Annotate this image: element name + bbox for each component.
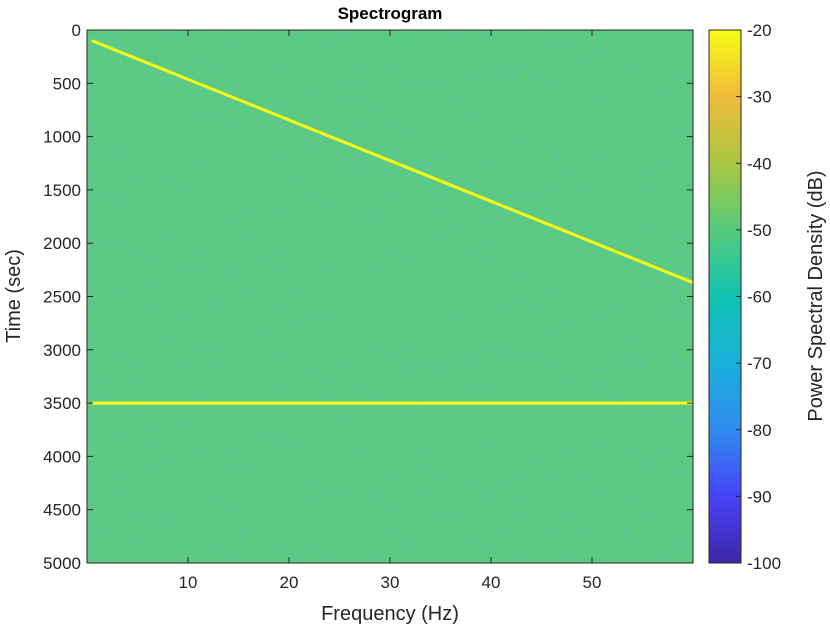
x-tick-label: 50 <box>583 573 602 592</box>
plot-area <box>86 29 694 564</box>
y-tick-label: 1500 <box>43 181 81 200</box>
y-tick-label: 2500 <box>43 288 81 307</box>
y-tick-label: 4000 <box>43 447 81 466</box>
colorbar-tick-label: -90 <box>747 487 772 506</box>
psd-noise <box>87 30 693 563</box>
x-tick-label: 10 <box>179 573 198 592</box>
y-tick-label: 4500 <box>43 501 81 520</box>
y-tick-label: 500 <box>53 74 81 93</box>
x-tick-label: 30 <box>381 573 400 592</box>
colorbar-tick-label: -70 <box>747 354 772 373</box>
x-axis-label: Frequency (Hz) <box>321 603 459 625</box>
colorbar-tick-label: -30 <box>747 88 772 107</box>
colorbar-gradient <box>709 30 741 563</box>
colorbar-tick-label: -40 <box>747 154 772 173</box>
x-tick-label: 20 <box>280 573 299 592</box>
colorbar-label: Power Spectral Density (dB) <box>805 170 827 421</box>
chart-title: Spectrogram <box>338 4 443 23</box>
colorbar-tick-label: -80 <box>747 421 772 440</box>
signal-traces <box>91 39 693 405</box>
colorbar-tick-label: -60 <box>747 288 772 307</box>
y-axis: 0 500 1000 1500 2000 2500 3000 3500 4000 4500 5000 <box>43 21 693 573</box>
colorbar-tick-label: -50 <box>747 221 772 240</box>
colorbar-ticks: -20 -30 -40 -50 -60 -70 -80 -90 -100 <box>736 21 781 573</box>
x-tick-label: 40 <box>482 573 501 592</box>
y-tick-label: 2000 <box>43 234 81 253</box>
colorbar-tick-label: -20 <box>747 21 772 40</box>
colorbar-tick-label: -100 <box>747 554 781 573</box>
signal-chirp <box>91 39 693 284</box>
colorbar: -20 -30 -40 -50 -60 -70 -80 -90 -100 Power Spect… <box>708 21 827 573</box>
y-tick-label: 3500 <box>43 394 81 413</box>
y-tick-label: 0 <box>72 21 81 40</box>
y-tick-label: 1000 <box>43 128 81 147</box>
y-tick-label: 3000 <box>43 341 81 360</box>
y-tick-label: 5000 <box>43 554 81 573</box>
x-axis: 10 20 30 40 50 <box>179 30 602 592</box>
y-axis-label: Time (sec) <box>3 249 25 343</box>
